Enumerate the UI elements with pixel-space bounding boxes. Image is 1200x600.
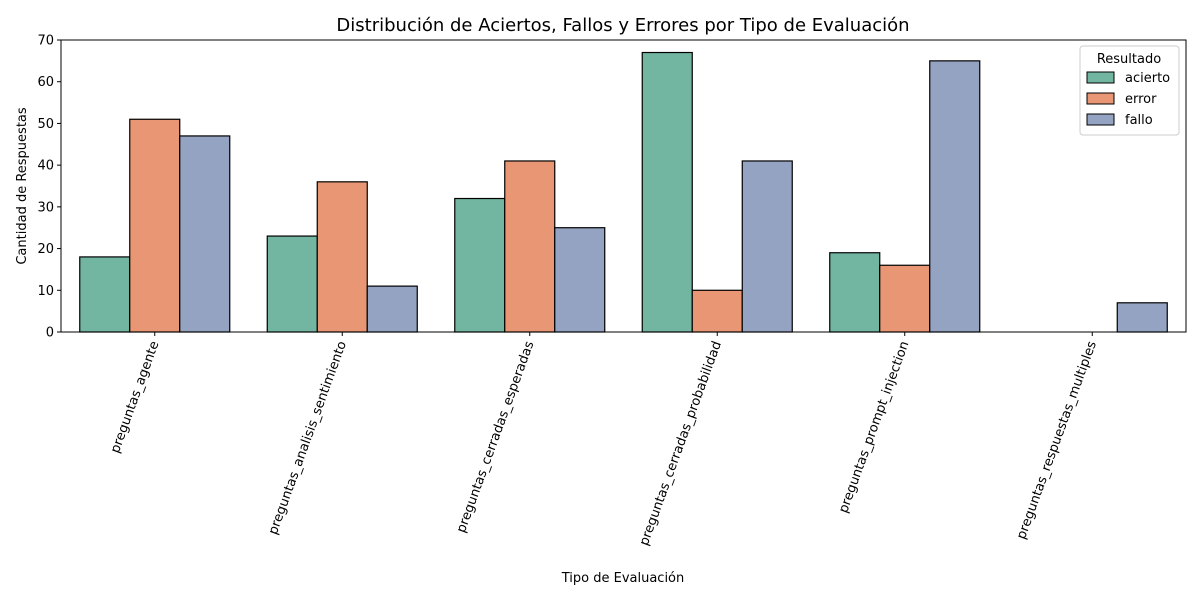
bar-fallo bbox=[179, 135, 231, 333]
x-tick-label: preguntas_respuestas_multiples bbox=[1014, 339, 1100, 541]
bar-error bbox=[691, 289, 743, 333]
bars bbox=[79, 51, 1168, 333]
x-tick-label: preguntas_prompt_injection bbox=[836, 339, 912, 515]
x-tick-label: preguntas_cerradas_esperadas bbox=[454, 339, 538, 535]
bar-fallo bbox=[1116, 302, 1168, 333]
legend-title: Resultado bbox=[1097, 52, 1161, 67]
bar-acierto bbox=[829, 252, 881, 333]
chart-title: Distribución de Aciertos, Fallos y Error… bbox=[336, 15, 909, 36]
legend-box bbox=[1079, 45, 1180, 136]
bar-error bbox=[316, 181, 368, 333]
x-axis-title: Tipo de Evaluación bbox=[561, 571, 685, 586]
bar-acierto bbox=[266, 235, 318, 333]
y-tick-label: 30 bbox=[37, 200, 54, 215]
bar-acierto bbox=[454, 197, 506, 333]
legend-items: acierto error fallo bbox=[1086, 71, 1170, 128]
x-tick-label: preguntas_cerradas_probabilidad bbox=[637, 339, 725, 548]
bar-fallo bbox=[554, 227, 606, 333]
y-tick-label: 20 bbox=[37, 242, 54, 257]
legend-swatch-error bbox=[1086, 92, 1115, 105]
bar-error bbox=[129, 118, 181, 333]
x-tick-label: preguntas_agente bbox=[108, 339, 162, 455]
legend-swatch-fallo bbox=[1086, 113, 1115, 126]
y-tick-label: 50 bbox=[37, 117, 54, 132]
legend-label-acierto: acierto bbox=[1125, 71, 1170, 86]
bar-acierto bbox=[79, 256, 131, 333]
y-tick-label: 10 bbox=[37, 284, 54, 299]
legend-swatch-acierto bbox=[1086, 71, 1115, 84]
bar-acierto bbox=[641, 51, 693, 333]
plot-frame bbox=[60, 39, 1187, 333]
legend: Resultado acierto error fallo bbox=[1079, 45, 1180, 136]
y-axis-title: Cantidad de Respuestas bbox=[15, 107, 30, 265]
bar-fallo bbox=[366, 285, 418, 333]
y-tick-label: 60 bbox=[37, 75, 54, 90]
bar-error bbox=[504, 160, 556, 333]
y-tick-label: 70 bbox=[37, 34, 54, 49]
x-tick-label: preguntas_analisis_sentimiento bbox=[266, 339, 350, 537]
y-tick-label: 0 bbox=[46, 326, 54, 341]
y-tick-label: 40 bbox=[37, 159, 54, 174]
bar-fallo bbox=[929, 60, 981, 333]
legend-label-fallo: fallo bbox=[1125, 113, 1153, 128]
legend-label-error: error bbox=[1125, 92, 1157, 107]
bar-error bbox=[879, 264, 931, 333]
bar-fallo bbox=[741, 160, 793, 333]
